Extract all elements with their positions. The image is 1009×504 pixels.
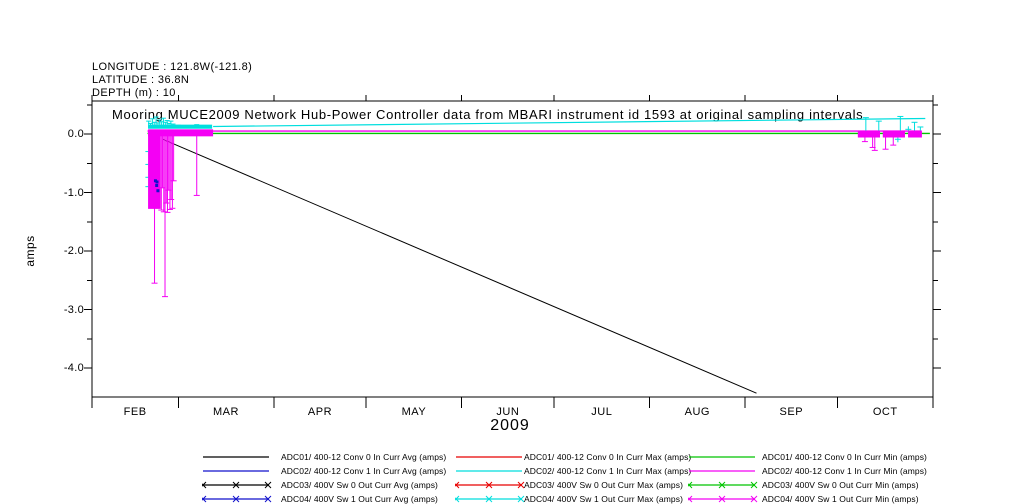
legend-label: ADC01/ 400-12 Conv 0 In Curr Max (amps) bbox=[524, 452, 692, 462]
legend-line-sample bbox=[203, 470, 269, 472]
y-tick-label: -4.0 bbox=[63, 362, 84, 374]
legend-line-sample bbox=[202, 495, 272, 503]
legend-label: ADC03/ 400V Sw 0 Out Curr Avg (amps) bbox=[281, 480, 438, 490]
legend-line-sample bbox=[455, 481, 525, 489]
legend-label: ADC02/ 400-12 Conv 1 In Curr Avg (amps) bbox=[281, 466, 447, 476]
legend-label: ADC01/ 400-12 Conv 0 In Curr Min (amps) bbox=[762, 452, 927, 462]
month-tick-label: AUG bbox=[684, 406, 710, 418]
y-tick-label: -1.0 bbox=[63, 186, 84, 199]
legend-label: ADC02/ 400-12 Conv 1 In Curr Min (amps) bbox=[762, 466, 927, 476]
month-tick-label: SEP bbox=[779, 406, 804, 418]
latitude-label: LATITUDE : 36.8N bbox=[92, 74, 190, 86]
legend-label: ADC04/ 400V Sw 1 Out Curr Min (amps) bbox=[762, 494, 919, 504]
y-tick-label: -2.0 bbox=[63, 245, 84, 257]
legend-line-sample bbox=[688, 481, 758, 489]
legend-label: ADC04/ 400V Sw 1 Out Curr Max (amps) bbox=[524, 494, 684, 504]
legend-line-sample bbox=[456, 470, 522, 472]
depth-label: DEPTH (m) : 10 bbox=[92, 87, 176, 99]
month-tick-label: FEB bbox=[123, 406, 147, 418]
longitude-label: LONGITUDE : 121.8W(-121.8) bbox=[92, 61, 253, 73]
x-axis-year-label: 2009 bbox=[490, 417, 530, 434]
legend-line-sample bbox=[689, 456, 755, 458]
legend-line-sample bbox=[455, 495, 525, 503]
legend-line-sample bbox=[689, 470, 755, 472]
chart-title: Mooring MUCE2009 Network Hub-Power Contr… bbox=[112, 107, 864, 122]
legend-line-sample bbox=[456, 456, 522, 458]
legend-label: ADC03/ 400V Sw 0 Out Curr Min (amps) bbox=[762, 480, 919, 490]
legend-line-sample bbox=[203, 456, 269, 458]
y-tick-label: 0.0 bbox=[67, 128, 84, 140]
legend-label: ADC02/ 400-12 Conv 1 In Curr Max (amps) bbox=[524, 466, 692, 476]
legend-label: ADC04/ 400V Sw 1 Out Curr Avg (amps) bbox=[281, 494, 438, 504]
legend-label: ADC01/ 400-12 Conv 0 In Curr Avg (amps) bbox=[281, 452, 447, 462]
month-tick-label: APR bbox=[307, 406, 333, 418]
legend-line-sample bbox=[688, 495, 758, 503]
month-tick-label: JUL bbox=[591, 406, 613, 418]
legend-label: ADC03/ 400V Sw 0 Out Curr Max (amps) bbox=[524, 480, 684, 490]
month-tick-label: OCT bbox=[872, 406, 898, 418]
month-tick-label: MAY bbox=[401, 406, 427, 418]
month-tick-label: JUN bbox=[496, 406, 520, 418]
month-tick-label: MAR bbox=[213, 406, 239, 418]
legend-line-sample bbox=[202, 481, 272, 489]
y-tick-label: -3.0 bbox=[63, 303, 84, 316]
